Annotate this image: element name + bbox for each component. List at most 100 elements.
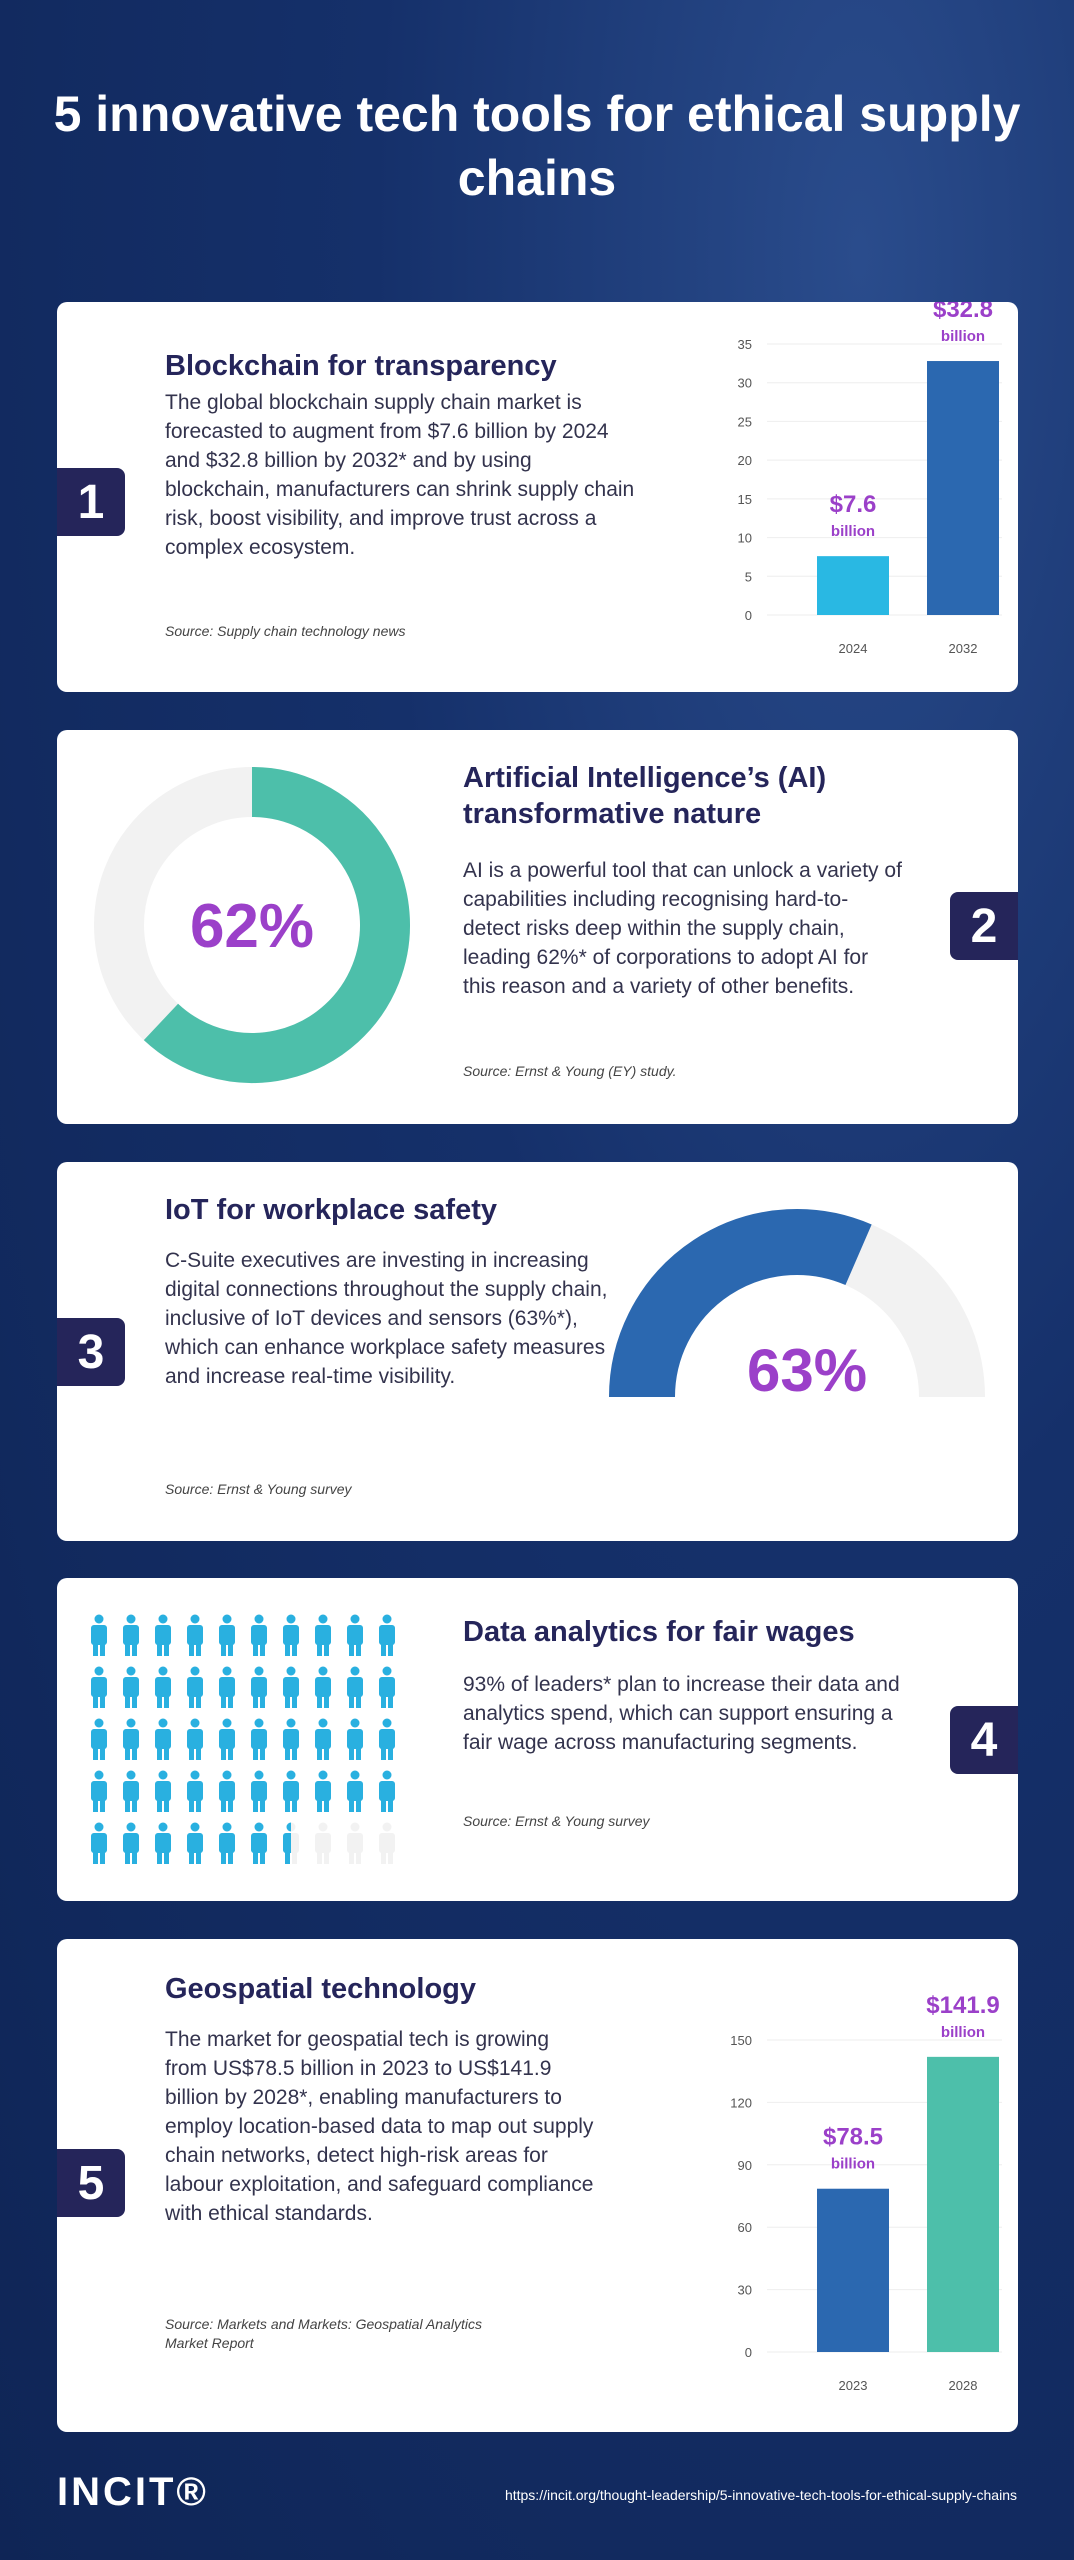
person-icon: [219, 1822, 235, 1864]
person-icon: [379, 1770, 395, 1812]
section-heading: Geospatial technology: [165, 1973, 476, 2005]
data-label-unit: billion: [941, 328, 985, 345]
x-tick-label: 2028: [949, 2378, 978, 2393]
y-tick-label: 10: [738, 531, 752, 546]
person-icon: [283, 1822, 299, 1864]
person-icon: [283, 1718, 299, 1760]
section-number: 1: [57, 468, 125, 536]
section-card-1: 1 Blockchain for transparency The global…: [57, 302, 1018, 692]
section-heading: Artificial Intelligence’s (AI) transform…: [463, 762, 827, 830]
bar-chart-blockchain: 0 5 10 15 20 25 30 35 2024 $7.6 billion 2032 $32.8 bi…: [738, 302, 1002, 656]
x-tick-label: 2024: [839, 641, 868, 656]
person-icon: [123, 1666, 139, 1708]
person-icon: [187, 1614, 203, 1656]
y-tick-label: 30: [738, 2283, 752, 2298]
person-icon: [91, 1770, 107, 1812]
section-card-2: 62% Artificial Intelligence’s (AI) trans…: [57, 730, 1018, 1124]
donut-value-label: 62%: [190, 892, 314, 961]
person-icon: [379, 1822, 395, 1864]
y-tick-label: 5: [745, 569, 752, 584]
logo-text: INCIT®: [57, 2470, 209, 2514]
section-body: 93% of leaders* plan to increase their d…: [463, 1673, 900, 1754]
donut-segment: [143, 767, 410, 1083]
section-source: Source: Supply chain technology news: [165, 623, 406, 639]
person-icon: [187, 1822, 203, 1864]
person-icon: [187, 1718, 203, 1760]
y-tick-label: 120: [730, 2095, 752, 2110]
y-tick-label: 0: [745, 608, 752, 623]
y-tick-label: 25: [738, 414, 752, 429]
section-source: Source: Markets and Markets: Geospatial …: [165, 2316, 482, 2351]
section-source: Source: Ernst & Young (EY) study.: [463, 1063, 677, 1079]
person-icon: [219, 1770, 235, 1812]
y-tick-label: 90: [738, 2158, 752, 2173]
section-number: 2: [950, 892, 1018, 960]
person-icon: [315, 1822, 331, 1864]
section-heading: Data analytics for fair wages: [463, 1616, 855, 1648]
section-heading: IoT for workplace safety: [165, 1194, 497, 1226]
person-icon: [283, 1614, 299, 1656]
bar-2032: [927, 361, 999, 615]
section-card-3: 3 IoT for workplace safety C-Suite execu…: [57, 1162, 1018, 1541]
y-tick-label: 20: [738, 453, 752, 468]
y-tick-label: 150: [730, 2033, 752, 2048]
person-icon: [315, 1718, 331, 1760]
person-icon: [155, 1614, 171, 1656]
y-tick-label: 35: [738, 337, 752, 352]
person-icon: [91, 1822, 107, 1864]
data-label: $141.9: [926, 1992, 999, 2019]
incit-logo: INCIT®: [57, 2470, 209, 2515]
person-icon: [155, 1770, 171, 1812]
person-icon: [123, 1770, 139, 1812]
person-icon: [123, 1822, 139, 1864]
person-icon: [347, 1770, 363, 1812]
data-label-unit: billion: [831, 2156, 875, 2173]
person-icon: [315, 1666, 331, 1708]
person-icon: [347, 1822, 363, 1864]
person-icon: [347, 1614, 363, 1656]
person-icon: [123, 1614, 139, 1656]
person-icon: [91, 1614, 107, 1656]
pictogram-chart-analytics: [91, 1614, 395, 1864]
person-icon: [219, 1614, 235, 1656]
section-card-5: 5 Geospatial technology The market for g…: [57, 1939, 1018, 2432]
x-tick-label: 2023: [839, 2378, 868, 2393]
person-icon: [219, 1718, 235, 1760]
person-icon: [123, 1718, 139, 1760]
bar-chart-geospatial: 0 30 60 90 120 150 2023 $78.5 billion 2028 $141.9 b…: [730, 1992, 1002, 2393]
donut-chart-ai: 62%: [94, 767, 410, 1083]
gauge-chart-iot: 63%: [609, 1209, 985, 1404]
data-label: $32.8: [933, 302, 993, 323]
person-icon: [379, 1666, 395, 1708]
source-url: https://incit.org/thought-leadership/5-i…: [504, 2487, 1017, 2503]
section-body: The global blockchain supply chain marke…: [165, 391, 635, 559]
person-icon: [251, 1822, 267, 1864]
data-label-unit: billion: [831, 523, 875, 540]
section-body: AI is a powerful tool that can unlock a …: [463, 859, 902, 998]
person-icon: [251, 1614, 267, 1656]
person-icon: [155, 1666, 171, 1708]
person-icon: [155, 1822, 171, 1864]
person-icon: [91, 1718, 107, 1760]
person-icon: [219, 1666, 235, 1708]
person-icon: [187, 1770, 203, 1812]
person-icon: [155, 1718, 171, 1760]
section-source: Source: Ernst & Young survey: [463, 1813, 650, 1829]
bar-2023: [817, 2188, 889, 2352]
person-icon: [251, 1718, 267, 1760]
section-number: 5: [57, 2149, 125, 2217]
person-icon: [283, 1666, 299, 1708]
section-card-4: Data analytics for fair wages 93% of lea…: [57, 1578, 1018, 1901]
person-icon: [347, 1718, 363, 1760]
gauge-segment: [609, 1209, 872, 1398]
person-icon: [379, 1718, 395, 1760]
gauge-value-label: 63%: [747, 1337, 867, 1404]
section-source: Source: Ernst & Young survey: [165, 1481, 352, 1497]
x-tick-label: 2032: [949, 641, 978, 656]
person-icon: [315, 1614, 331, 1656]
section-number: 3: [57, 1318, 125, 1386]
person-icon: [347, 1666, 363, 1708]
section-body: The market for geospatial tech is growin…: [165, 2028, 594, 2225]
y-tick-label: 30: [738, 376, 752, 391]
bar-2028: [927, 2056, 999, 2352]
